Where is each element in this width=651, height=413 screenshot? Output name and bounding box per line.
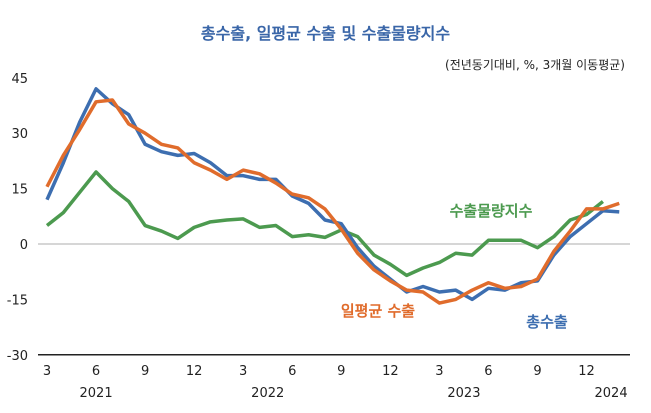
y-tick-label: -15 (7, 293, 28, 308)
year-label: 2021 (80, 386, 113, 401)
x-tick-label: 6 (92, 364, 100, 379)
year-label: 2022 (251, 386, 284, 401)
x-tick-label: 9 (141, 364, 149, 379)
chart-subtitle: (전년동기대비, %, 3개월 이동평균) (445, 58, 625, 72)
x-tick-label: 12 (382, 364, 399, 379)
x-tick-label: 3 (43, 364, 51, 379)
year-label: 2024 (595, 386, 628, 401)
chart-title: 총수출, 일평균 수출 및 수출물량지수 (200, 24, 451, 43)
y-tick-label: -30 (7, 349, 28, 364)
series-line-1 (45, 98, 620, 305)
x-tick-label: 9 (337, 364, 345, 379)
series-line-0 (45, 87, 620, 302)
x-tick-label: 6 (484, 364, 492, 379)
x-tick-label: 3 (435, 364, 443, 379)
x-tick-label: 9 (533, 364, 541, 379)
y-tick-label: 30 (11, 127, 28, 142)
year-label: 2023 (447, 386, 480, 401)
y-tick-label: 45 (11, 72, 28, 87)
series-label: 수출물량지수 (450, 202, 533, 220)
series-label: 일평균 수출 (341, 302, 415, 320)
x-tick-label: 6 (288, 364, 296, 379)
x-tick-label: 3 (239, 364, 247, 379)
series-line-2 (45, 170, 604, 278)
series-label: 총수출 (526, 313, 568, 331)
x-tick-label: 12 (578, 364, 595, 379)
x-tick-label: 12 (186, 364, 203, 379)
y-tick-label: 15 (11, 183, 28, 198)
y-tick-label: 0 (20, 238, 28, 253)
